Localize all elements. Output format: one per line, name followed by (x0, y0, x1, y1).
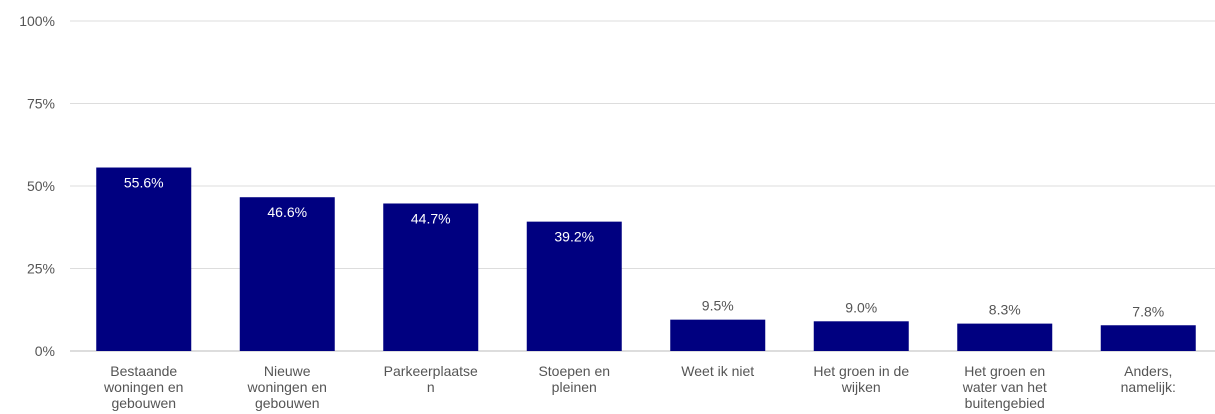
x-tick-label: woningen en (103, 379, 183, 395)
bar (957, 323, 1053, 351)
x-tick-label: pleinen (552, 379, 597, 395)
y-tick-label: 25% (27, 261, 55, 277)
data-label: 8.3% (989, 302, 1021, 318)
bar (670, 319, 766, 351)
x-tick-label: Het groen en (964, 363, 1045, 379)
x-tick-label: namelijk: (1121, 379, 1176, 395)
data-label: 44.7% (411, 210, 451, 226)
x-tick-label: wijken (841, 379, 881, 395)
y-tick-label: 0% (35, 343, 55, 359)
data-label: 46.6% (267, 204, 307, 220)
bar-layer (96, 167, 1196, 351)
bar (526, 221, 622, 351)
x-tick-label: water van het (962, 379, 1047, 395)
y-tick-label: 50% (27, 178, 55, 194)
x-tick-label: Bestaande (110, 363, 177, 379)
data-label: 39.2% (554, 229, 594, 245)
bar (383, 203, 479, 351)
x-tick-label: gebouwen (111, 395, 176, 411)
x-tick-label: n (427, 379, 435, 395)
x-tick-label: buitengebied (965, 395, 1045, 411)
data-label: 7.8% (1132, 303, 1164, 319)
x-tick-label: Parkeerplaatse (384, 363, 478, 379)
data-label: 55.6% (124, 175, 164, 191)
grid-layer: 0% 25% 50% 75% 100% (19, 13, 1215, 359)
bar (813, 321, 909, 351)
y-tick-label: 100% (19, 13, 55, 29)
x-tick-label: Het groen in de (813, 363, 909, 379)
x-tick-label: Weet ik niet (681, 363, 754, 379)
x-tick-label: woningen en (247, 379, 327, 395)
x-tick-label: gebouwen (255, 395, 320, 411)
data-label: 9.5% (702, 298, 734, 314)
x-tick-label: Anders, (1124, 363, 1172, 379)
bar (96, 167, 192, 351)
x-tick-label: Stoepen en (538, 363, 610, 379)
y-tick-label: 75% (27, 96, 55, 112)
x-tick-label: Nieuwe (264, 363, 311, 379)
bar (239, 197, 335, 351)
bar (1100, 325, 1196, 351)
data-label: 9.0% (845, 299, 877, 315)
